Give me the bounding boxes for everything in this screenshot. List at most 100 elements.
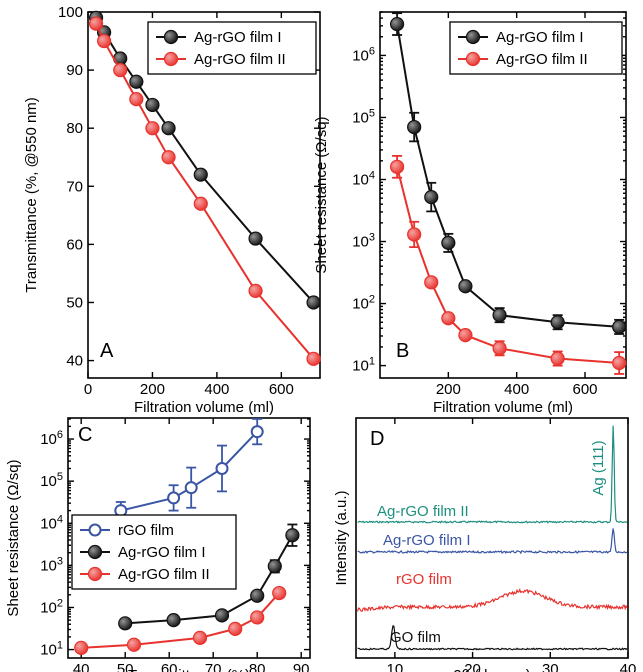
y-tick-label: 50 xyxy=(66,294,83,311)
data-point xyxy=(192,630,208,645)
data-point xyxy=(272,585,287,601)
legend-frame xyxy=(449,21,623,75)
peak-annotation: Ag (111) xyxy=(590,440,607,495)
panel-d: 10 20 30 40 2θ (degree) Intensity (a.u.) D Ag-r… xyxy=(333,417,637,672)
data-point xyxy=(612,319,627,335)
data-point xyxy=(407,119,422,135)
legend: rGO film Ag-rGO film I Ag-rGO film II xyxy=(71,514,237,590)
y-tick-label: 103 xyxy=(40,555,63,574)
data-point xyxy=(250,610,265,625)
data-point xyxy=(550,351,565,366)
data-point xyxy=(267,559,282,574)
data-point xyxy=(250,425,264,439)
x-tick-label: 400 xyxy=(504,381,529,398)
data-point xyxy=(306,295,321,310)
x-tick-label: 40 xyxy=(620,661,637,672)
legend-marker xyxy=(163,51,179,67)
x-tick-label: 200 xyxy=(140,381,165,398)
y-axis-title: Sheet resistance (Ω/sq) xyxy=(5,459,22,616)
trace-label: Ag-rGO film II xyxy=(377,503,469,520)
data-point xyxy=(248,231,263,246)
data-point xyxy=(250,588,265,603)
data-point xyxy=(492,308,507,323)
data-point xyxy=(129,74,144,89)
data-point xyxy=(215,461,229,475)
x-tick-label: 80 xyxy=(249,661,266,672)
data-point xyxy=(458,279,473,294)
trace-line xyxy=(357,588,628,612)
data-point xyxy=(193,167,208,182)
x-axis-title: Filtration volume (ml) xyxy=(433,399,573,416)
trace-label: GO film xyxy=(390,629,441,646)
data-point xyxy=(389,16,405,32)
data-point xyxy=(97,33,112,49)
y-tick-label: 106 xyxy=(352,45,375,64)
x-tick-label: 30 xyxy=(542,661,559,672)
data-point xyxy=(389,159,405,174)
y-tick-label: 101 xyxy=(352,356,375,375)
y-tick-label: 103 xyxy=(352,232,375,251)
y-tick-label: 60 xyxy=(66,236,83,253)
x-tick-label: 600 xyxy=(572,381,597,398)
y-tick-label: 102 xyxy=(352,294,375,313)
legend-label: Ag-rGO film I xyxy=(194,29,282,46)
trace-line xyxy=(357,625,628,651)
trace-line xyxy=(357,528,628,555)
x-axis-title: Transmittance (%) xyxy=(128,667,250,672)
series-line xyxy=(120,430,258,512)
data-point xyxy=(166,613,181,628)
y-tick-label: 40 xyxy=(66,353,83,370)
y-tick-label: 90 xyxy=(66,62,83,79)
data-point xyxy=(285,528,300,543)
y-tick-label: 104 xyxy=(352,169,375,188)
x-tick-label: 50 xyxy=(117,661,134,672)
legend-label: Ag-rGO film II xyxy=(194,51,286,68)
trace-go-film: GO film xyxy=(357,625,628,651)
panel-c: 40 50 60 70 80 90 101 102 103 104 105 106 Transmitta… xyxy=(5,417,311,672)
data-point xyxy=(129,92,144,107)
data-point xyxy=(161,150,176,165)
y-tick-label: 100 xyxy=(58,4,83,21)
data-point xyxy=(113,62,128,78)
data-point xyxy=(248,283,263,298)
data-point xyxy=(167,491,181,505)
trace-rgo-film: rGO film xyxy=(357,571,628,612)
data-point xyxy=(184,481,198,495)
data-point xyxy=(407,227,422,242)
x-tick-label: 60 xyxy=(161,661,178,672)
x-tick-label: 90 xyxy=(293,661,310,672)
x-tick-label: 200 xyxy=(436,381,461,398)
y-axis-title: Sheet resistance (Ω/sq) xyxy=(313,116,330,273)
panel-a: 0 200 400 600 40 50 60 70 80 90 100 Filtration volu… xyxy=(23,4,321,416)
plot-frame xyxy=(67,417,311,659)
data-point xyxy=(74,640,89,655)
series-ag-rgo-film-ii xyxy=(74,585,287,655)
data-point xyxy=(441,311,456,326)
legend-marker xyxy=(465,29,481,45)
y-tick-label: 102 xyxy=(40,597,63,616)
x-tick-label: 10 xyxy=(387,661,404,672)
plot-frame xyxy=(87,11,321,379)
data-point xyxy=(88,16,104,31)
x-tick-label: 400 xyxy=(204,381,229,398)
series-rgo-film xyxy=(114,418,264,521)
x-tick-label: 70 xyxy=(205,661,222,672)
legend-label: Ag-rGO film I xyxy=(496,29,584,46)
series-ag-rgo-film-i xyxy=(118,523,300,631)
plot-frame xyxy=(379,11,627,379)
series-line xyxy=(396,166,620,365)
x-tick-label: 0 xyxy=(84,381,92,398)
panel-letter: C xyxy=(78,424,92,446)
data-point xyxy=(492,341,507,356)
legend: Ag-rGO film I Ag-rGO film II xyxy=(449,21,623,75)
trace-ag-rgo-film-i: Ag-rGO film I xyxy=(357,528,628,555)
panel-letter: A xyxy=(100,340,114,362)
series-line xyxy=(396,23,620,328)
y-axis-title: Intensity (a.u.) xyxy=(333,490,350,585)
data-point xyxy=(228,621,243,636)
plot-frame xyxy=(355,417,629,659)
y-tick-label: 106 xyxy=(40,429,63,448)
legend-label: Ag-rGO film II xyxy=(118,566,210,583)
y-tick-label: 104 xyxy=(40,513,63,532)
